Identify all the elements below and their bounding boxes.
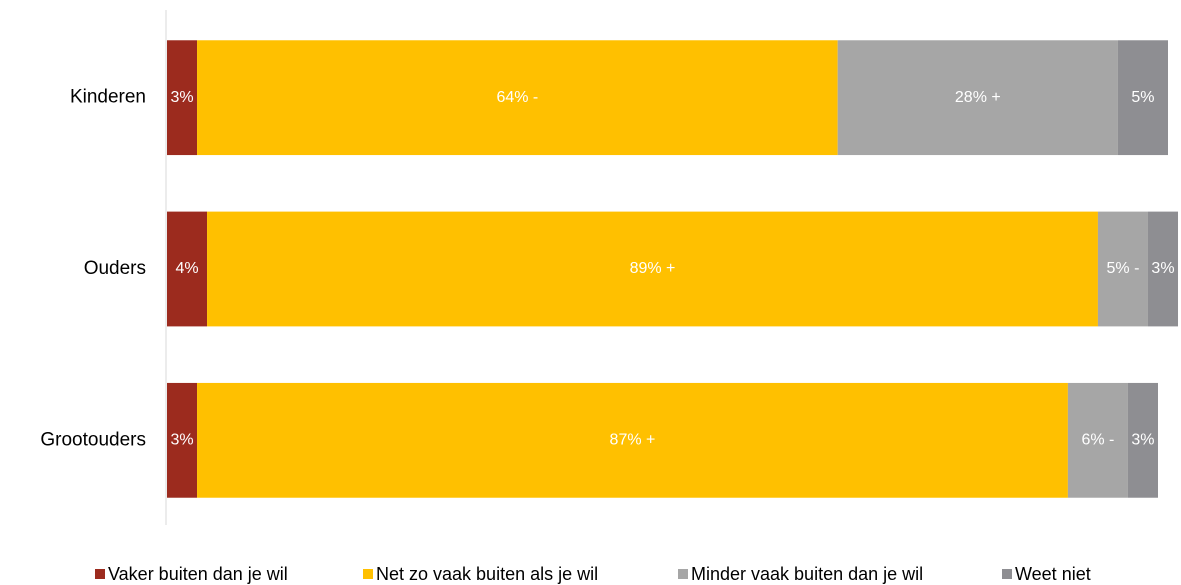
legend-swatch bbox=[1002, 569, 1012, 579]
data-label: 3% bbox=[170, 432, 193, 449]
bar-segment bbox=[197, 40, 838, 156]
bar-segment bbox=[837, 40, 1118, 156]
data-label: 3% bbox=[1151, 260, 1174, 277]
data-label: 6% - bbox=[1081, 432, 1114, 449]
data-label: 3% bbox=[1131, 432, 1154, 449]
data-label: 5% bbox=[1131, 89, 1154, 106]
bar-segment bbox=[1067, 382, 1128, 498]
legend-swatch bbox=[678, 569, 688, 579]
data-label: 64% - bbox=[496, 89, 538, 106]
bar-segment bbox=[167, 40, 198, 156]
y-tick-label: Grootouders bbox=[40, 429, 146, 450]
legend-label: Minder vaak buiten dan je wil bbox=[691, 564, 923, 584]
data-label: 3% bbox=[170, 89, 193, 106]
legend-label: Net zo vaak buiten als je wil bbox=[376, 564, 598, 584]
bar-segment bbox=[197, 382, 1068, 498]
data-label: 89% + bbox=[630, 260, 676, 277]
data-label: 4% bbox=[175, 260, 198, 277]
bar-segment bbox=[1117, 40, 1168, 156]
bar-segment bbox=[167, 211, 208, 327]
bar-segment bbox=[1097, 211, 1148, 327]
bar-segment bbox=[1127, 382, 1158, 498]
data-label: 5% - bbox=[1107, 260, 1140, 277]
y-tick-label: Kinderen bbox=[70, 87, 146, 108]
bar-segment bbox=[167, 382, 198, 498]
bar-segment bbox=[1147, 211, 1179, 327]
data-label: 87% + bbox=[610, 432, 656, 449]
legend-swatch bbox=[363, 569, 373, 579]
legend-label: Weet niet bbox=[1015, 564, 1091, 584]
bar-segment bbox=[207, 211, 1098, 327]
legend-label: Vaker buiten dan je wil bbox=[108, 564, 288, 584]
data-label: 28% + bbox=[955, 89, 1001, 106]
y-tick-label: Ouders bbox=[84, 258, 146, 279]
legend-swatch bbox=[95, 569, 105, 579]
